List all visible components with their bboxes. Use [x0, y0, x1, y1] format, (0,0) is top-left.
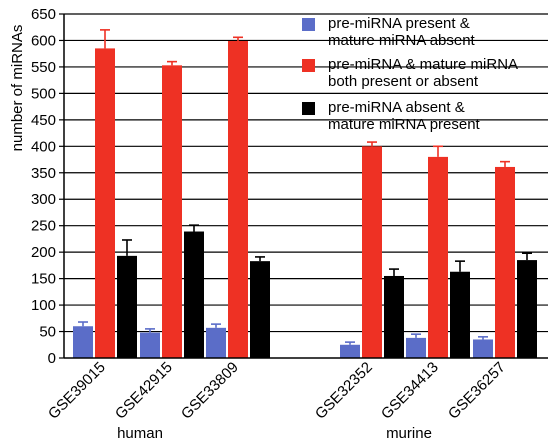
- group-label: murine: [386, 425, 432, 442]
- bar: [340, 344, 360, 358]
- bar: [206, 327, 226, 358]
- legend-label: pre-miRNA present & mature miRNA absent: [328, 15, 476, 49]
- axes: [63, 14, 548, 359]
- y-tick-label: 600: [31, 32, 56, 49]
- y-tick-label: 550: [31, 59, 56, 76]
- y-axis-label: number of miRNAs: [9, 25, 26, 152]
- bar: [473, 339, 493, 358]
- x-tick-label: GSE34413: [378, 359, 442, 423]
- group-label: human: [117, 425, 163, 442]
- y-tick-label: 250: [31, 218, 56, 235]
- bar: [250, 261, 270, 358]
- y-tick-label: 450: [31, 112, 56, 129]
- bar: [517, 260, 537, 358]
- legend-swatch: [302, 18, 315, 31]
- y-tick-label: 350: [31, 165, 56, 182]
- y-tick-label: 0: [48, 350, 56, 367]
- bar: [450, 271, 470, 358]
- bar: [228, 40, 248, 358]
- y-tick-label: 200: [31, 244, 56, 261]
- bar: [117, 255, 137, 358]
- bar: [184, 231, 204, 358]
- bar: [428, 156, 448, 358]
- bar: [73, 326, 93, 358]
- legend-swatch: [302, 59, 315, 72]
- bar: [362, 146, 382, 358]
- x-tick-label: GSE42915: [112, 359, 176, 423]
- y-tick-label: 50: [39, 324, 56, 341]
- legend-label: pre-miRNA & mature miRNA both present or …: [328, 56, 518, 90]
- bar: [95, 48, 115, 359]
- bar: [162, 65, 182, 358]
- bar: [495, 166, 515, 358]
- group-labels: human murine: [117, 425, 432, 442]
- bar: [140, 332, 160, 358]
- bar: [384, 275, 404, 358]
- bars: [73, 29, 537, 359]
- gridlines: [64, 13, 548, 333]
- x-axis-ticks: GSE39015 GSE42915 GSE33809 GSE32352 GSE34413…: [45, 359, 509, 423]
- y-tick-label: 500: [31, 85, 56, 102]
- y-tick-label: 150: [31, 271, 56, 288]
- bar: [406, 337, 426, 358]
- y-tick-label: 400: [31, 138, 56, 155]
- y-tick-label: 300: [31, 191, 56, 208]
- x-tick-label: GSE36257: [445, 359, 509, 423]
- x-tick-label: GSE32352: [312, 359, 376, 423]
- legend-label: pre-miRNA absent & mature miRNA present: [328, 99, 481, 133]
- y-tick-label: 650: [31, 6, 56, 23]
- y-tick-label: 100: [31, 297, 56, 314]
- legend-swatch: [302, 102, 315, 115]
- x-tick-label: GSE39015: [45, 359, 109, 423]
- x-tick-label: GSE33809: [178, 359, 242, 423]
- legend: pre-miRNA present & mature miRNA absent pr…: [302, 15, 518, 133]
- y-axis-ticks: 0 50 100 150 200 250 300 350 400 450 500 550 600 650: [31, 6, 64, 367]
